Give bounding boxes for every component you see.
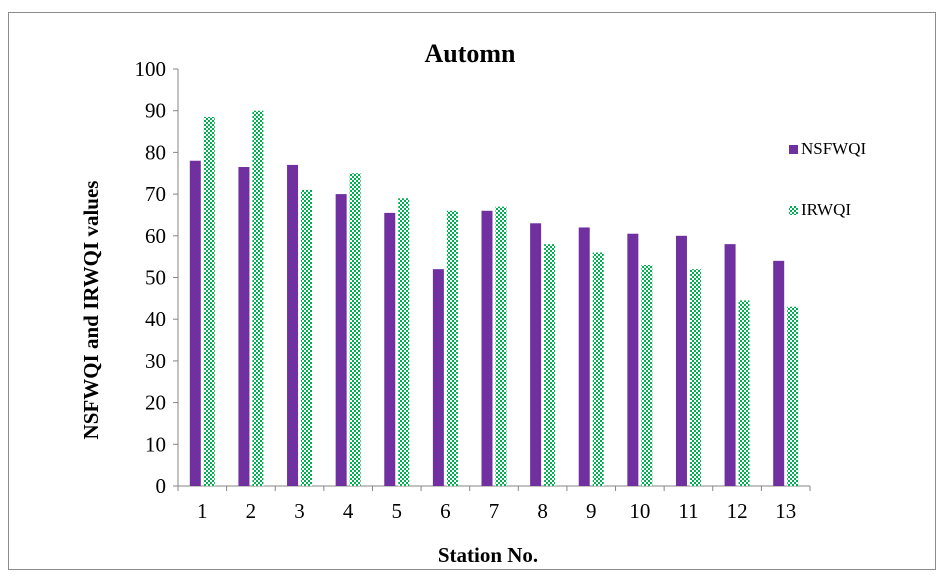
bar-irwqi-7 [495, 206, 507, 487]
legend-swatch-irwqi [789, 206, 798, 215]
legend-label-nsfwqi: NSFWQI [801, 139, 867, 158]
y-tick-label: 90 [145, 99, 166, 123]
bar-nsfwqi-9 [578, 227, 590, 486]
x-tick-label: 7 [489, 499, 500, 523]
bar-irwqi-5 [398, 198, 410, 486]
y-tick-label: 30 [145, 349, 166, 373]
x-tick-label: 8 [537, 499, 548, 523]
bar-irwqi-1 [203, 116, 215, 486]
x-tick-label: 6 [440, 499, 451, 523]
y-tick-label: 60 [145, 224, 166, 248]
bar-nsfwqi-5 [384, 212, 396, 487]
bar-nsfwqi-3 [287, 164, 299, 486]
bar-nsfwqi-7 [481, 210, 493, 486]
x-tick-label: 9 [586, 499, 597, 523]
bar-irwqi-13 [787, 306, 799, 486]
y-tick-label: 70 [145, 182, 166, 206]
x-tick-label: 10 [629, 499, 650, 523]
bar-nsfwqi-12 [724, 244, 736, 486]
x-tick-label: 11 [678, 499, 698, 523]
bar-irwqi-4 [349, 173, 361, 486]
x-tick-label: 1 [197, 499, 208, 523]
bar-nsfwqi-2 [238, 166, 250, 486]
bar-nsfwqi-6 [432, 269, 444, 486]
bar-irwqi-11 [689, 269, 701, 486]
bar-nsfwqi-8 [530, 223, 542, 487]
y-tick-label: 80 [145, 140, 166, 164]
x-tick-label: 12 [727, 499, 748, 523]
bar-nsfwqi-10 [627, 233, 639, 486]
bar-irwqi-10 [641, 264, 653, 486]
y-tick-label: 10 [145, 432, 166, 456]
y-tick-label: 50 [145, 266, 166, 290]
bar-irwqi-3 [301, 189, 313, 486]
bar-irwqi-8 [544, 244, 556, 486]
x-axis-label: Station No. [438, 543, 538, 567]
x-tick-label: 2 [246, 499, 257, 523]
chart-title: Automn [424, 39, 516, 68]
x-tick-label: 13 [775, 499, 796, 523]
y-tick-label: 100 [135, 57, 167, 81]
y-axis-label: NSFWQI and IRWQI values [79, 181, 103, 440]
legend-swatch-nsfwqi [789, 145, 798, 154]
bar-nsfwqi-4 [335, 194, 347, 486]
bar-nsfwqi-11 [675, 235, 687, 486]
bar-nsfwqi-13 [773, 260, 785, 486]
bar-irwqi-9 [592, 252, 604, 486]
y-tick-label: 20 [145, 391, 166, 415]
bar-irwqi-12 [738, 300, 750, 486]
y-tick-label: 40 [145, 307, 166, 331]
bar-irwqi-2 [252, 110, 264, 486]
legend-label-irwqi: IRWQI [801, 200, 851, 219]
x-tick-label: 5 [392, 499, 403, 523]
x-tick-label: 3 [294, 499, 305, 523]
bar-nsfwqi-1 [189, 160, 201, 487]
bar-irwqi-6 [446, 210, 458, 486]
legend: NSFWQI IRWQI [789, 139, 867, 219]
y-tick-label: 0 [156, 474, 167, 498]
x-tick-label: 4 [343, 499, 354, 523]
